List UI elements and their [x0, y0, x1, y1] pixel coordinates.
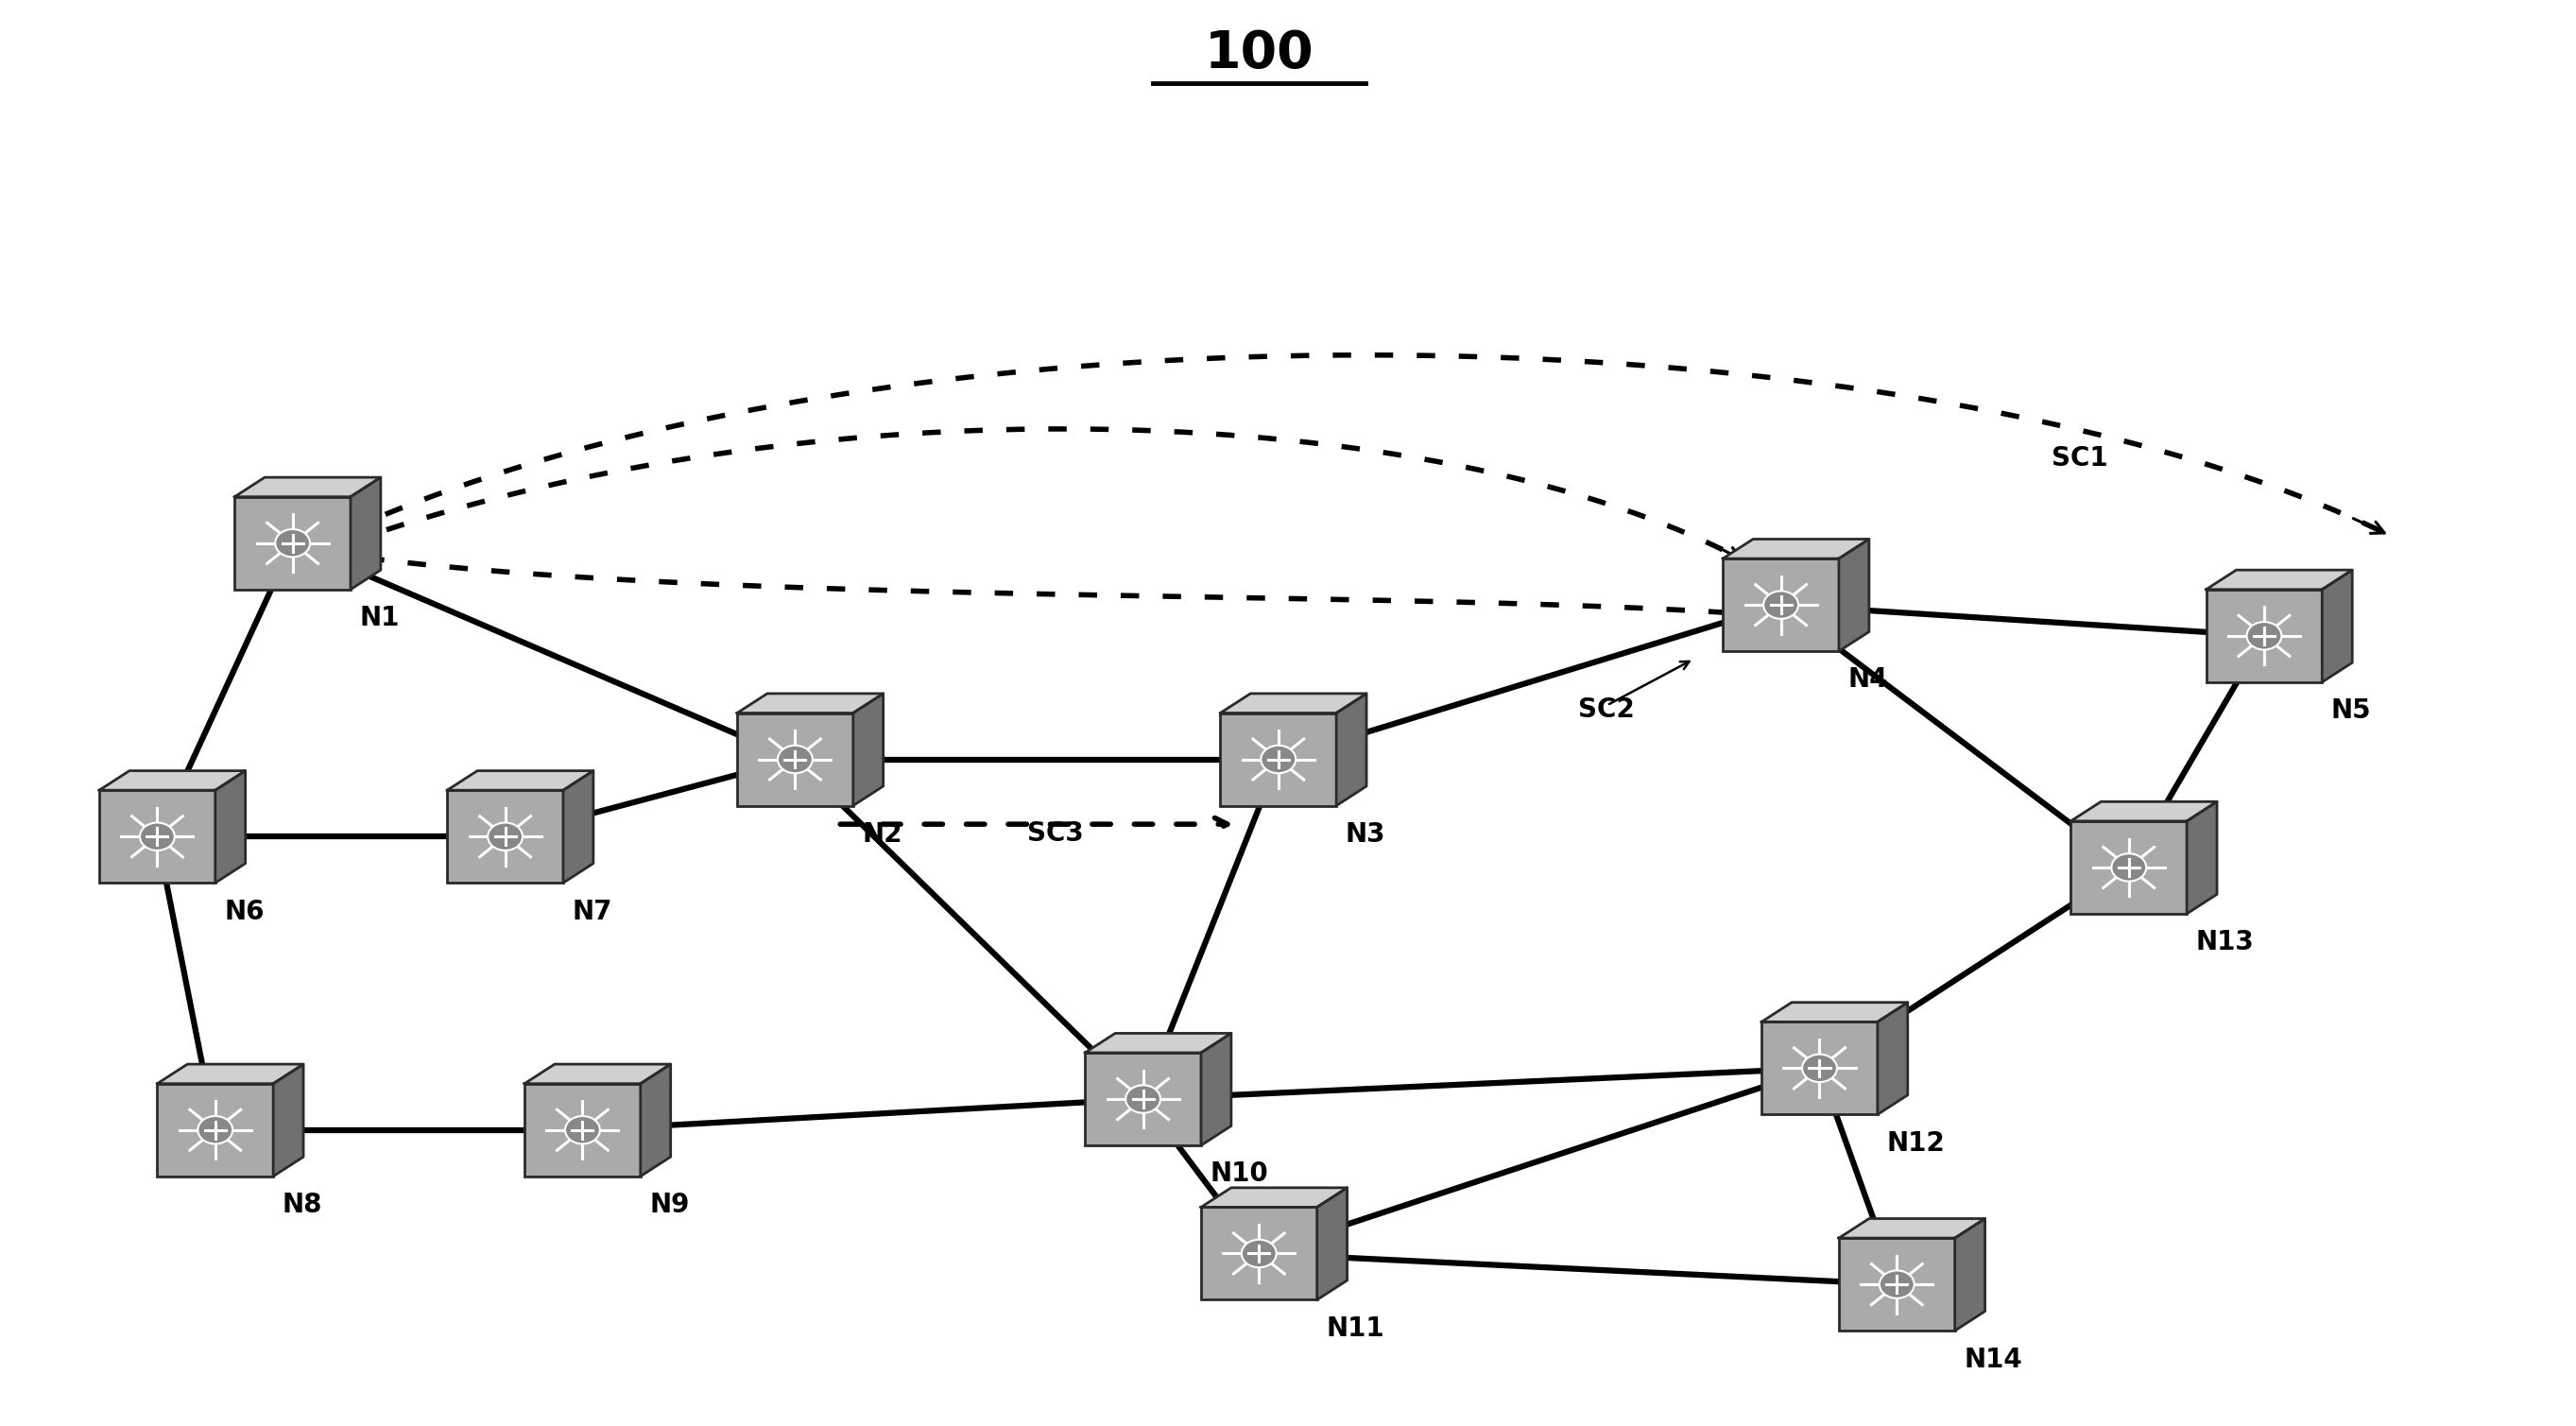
Text: N13: N13 — [2195, 930, 2254, 955]
Circle shape — [564, 1117, 600, 1144]
Polygon shape — [1084, 1034, 1231, 1052]
Text: SC1: SC1 — [2050, 445, 2107, 472]
FancyBboxPatch shape — [157, 1084, 273, 1176]
Text: N4: N4 — [1847, 667, 1888, 693]
Polygon shape — [216, 771, 245, 883]
Circle shape — [1765, 590, 1798, 619]
Text: N6: N6 — [224, 898, 265, 925]
Polygon shape — [273, 1064, 304, 1176]
Polygon shape — [1221, 693, 1365, 713]
Polygon shape — [526, 1064, 670, 1084]
Polygon shape — [448, 771, 592, 790]
Polygon shape — [2187, 801, 2218, 914]
Text: N14: N14 — [1963, 1346, 2022, 1373]
Circle shape — [487, 823, 523, 850]
Polygon shape — [157, 1064, 304, 1084]
Polygon shape — [350, 478, 381, 589]
Circle shape — [276, 529, 309, 558]
FancyBboxPatch shape — [1839, 1238, 1955, 1330]
Polygon shape — [564, 771, 592, 883]
Text: N12: N12 — [1886, 1129, 1945, 1156]
Circle shape — [1880, 1271, 1914, 1298]
Polygon shape — [2071, 801, 2218, 821]
Polygon shape — [2321, 570, 2352, 682]
Circle shape — [1126, 1085, 1159, 1112]
Text: SC2: SC2 — [1579, 697, 1633, 723]
Polygon shape — [853, 693, 884, 806]
FancyBboxPatch shape — [1221, 713, 1337, 806]
Text: 100: 100 — [1206, 29, 1314, 80]
Text: N7: N7 — [572, 898, 613, 925]
FancyBboxPatch shape — [234, 496, 350, 589]
FancyBboxPatch shape — [1200, 1208, 1316, 1301]
Circle shape — [1803, 1054, 1837, 1082]
FancyBboxPatch shape — [100, 790, 216, 883]
Text: N2: N2 — [863, 821, 902, 847]
Polygon shape — [1955, 1219, 1986, 1330]
Text: N3: N3 — [1345, 821, 1386, 847]
Polygon shape — [1200, 1034, 1231, 1145]
Polygon shape — [1723, 539, 1870, 559]
Circle shape — [1260, 746, 1296, 773]
FancyBboxPatch shape — [448, 790, 564, 883]
Circle shape — [139, 823, 175, 850]
FancyBboxPatch shape — [2205, 589, 2321, 682]
FancyBboxPatch shape — [2071, 821, 2187, 914]
Polygon shape — [1839, 539, 1870, 652]
Polygon shape — [1839, 1219, 1986, 1238]
Circle shape — [198, 1117, 232, 1144]
Circle shape — [1242, 1239, 1275, 1268]
Circle shape — [2112, 854, 2146, 881]
Polygon shape — [737, 693, 884, 713]
FancyBboxPatch shape — [1723, 559, 1839, 652]
Text: N10: N10 — [1211, 1161, 1267, 1188]
Polygon shape — [1200, 1188, 1347, 1208]
Polygon shape — [1337, 693, 1365, 806]
Polygon shape — [1316, 1188, 1347, 1301]
Polygon shape — [1762, 1002, 1909, 1022]
Text: N1: N1 — [361, 605, 399, 632]
Polygon shape — [641, 1064, 670, 1176]
Polygon shape — [100, 771, 245, 790]
Polygon shape — [1878, 1002, 1909, 1115]
FancyBboxPatch shape — [526, 1084, 641, 1176]
FancyBboxPatch shape — [1762, 1022, 1878, 1115]
Text: N11: N11 — [1327, 1315, 1383, 1342]
Text: N8: N8 — [283, 1192, 322, 1218]
Text: N5: N5 — [2331, 697, 2372, 724]
Text: SC3: SC3 — [1028, 820, 1084, 847]
Circle shape — [2246, 622, 2282, 650]
FancyBboxPatch shape — [737, 713, 853, 806]
Circle shape — [778, 746, 811, 773]
Polygon shape — [234, 478, 381, 496]
Polygon shape — [2205, 570, 2352, 589]
Text: N9: N9 — [649, 1192, 690, 1218]
FancyBboxPatch shape — [1084, 1052, 1200, 1145]
